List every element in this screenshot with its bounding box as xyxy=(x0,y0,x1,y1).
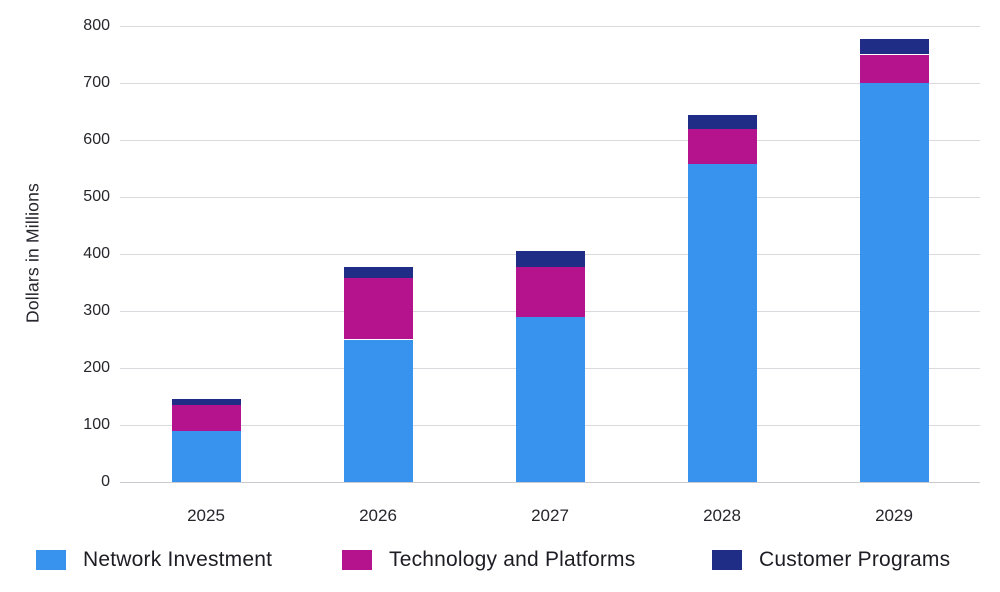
gridline-y-500 xyxy=(120,196,980,198)
y-tick-label-200: 200 xyxy=(83,359,110,376)
bar-segment-2028-customer-programs xyxy=(687,115,757,129)
y-tick-label-500: 500 xyxy=(83,188,110,205)
y-tick-label-100: 100 xyxy=(83,416,110,433)
gridline-y-800 xyxy=(120,25,980,27)
legend-label: Network Investment xyxy=(83,548,273,571)
legend-item-technology-and-platforms: Technology and Platforms xyxy=(342,547,635,573)
legend-label: Customer Programs xyxy=(759,548,951,571)
bar-segment-2027-technology-and-platforms xyxy=(515,266,585,317)
legend-item-customer-programs: Customer Programs xyxy=(712,547,950,573)
bar-segment-2029-technology-and-platforms xyxy=(859,54,929,83)
bar-segment-2025-network-investment xyxy=(171,430,241,482)
y-tick-label-400: 400 xyxy=(83,245,110,262)
y-tick-label-600: 600 xyxy=(83,131,110,148)
bar-segment-2029-network-investment xyxy=(859,83,929,482)
bar-segment-2028-technology-and-platforms xyxy=(687,128,757,164)
x-tick-label-2029: 2029 xyxy=(875,506,913,525)
y-tick-label-300: 300 xyxy=(83,302,110,319)
bar-segment-2028-network-investment xyxy=(687,163,757,482)
bar-segment-2026-network-investment xyxy=(343,339,413,482)
chart-legend: Network Investment Technology and Platfor… xyxy=(0,547,1000,573)
legend-swatch-icon xyxy=(712,550,742,570)
x-tick-label-2026: 2026 xyxy=(359,506,397,525)
bar-segment-2025-technology-and-platforms xyxy=(171,405,241,431)
bar-segment-2026-customer-programs xyxy=(343,266,413,278)
x-tick-label-2025: 2025 xyxy=(187,506,225,525)
x-tick-label-2027: 2027 xyxy=(531,506,569,525)
x-tick-label-2028: 2028 xyxy=(703,506,741,525)
gridline-y-0 xyxy=(120,482,980,483)
legend-swatch-icon xyxy=(36,550,66,570)
legend-label: Technology and Platforms xyxy=(389,548,636,571)
plot-area xyxy=(120,25,980,483)
y-tick-label-800: 800 xyxy=(83,17,110,34)
bar-segment-2027-customer-programs xyxy=(515,250,585,267)
y-tick-label-0: 0 xyxy=(101,473,110,490)
gridline-y-700 xyxy=(120,82,980,84)
gridline-y-600 xyxy=(120,139,980,141)
legend-swatch-icon xyxy=(342,550,372,570)
y-tick-label-700: 700 xyxy=(83,74,110,91)
bar-segment-2025-customer-programs xyxy=(171,399,241,406)
legend-item-network-investment: Network Investment xyxy=(36,547,272,573)
bar-segment-2027-network-investment xyxy=(515,316,585,482)
bar-segment-2029-customer-programs xyxy=(859,38,929,55)
bar-segment-2026-technology-and-platforms xyxy=(343,277,413,340)
